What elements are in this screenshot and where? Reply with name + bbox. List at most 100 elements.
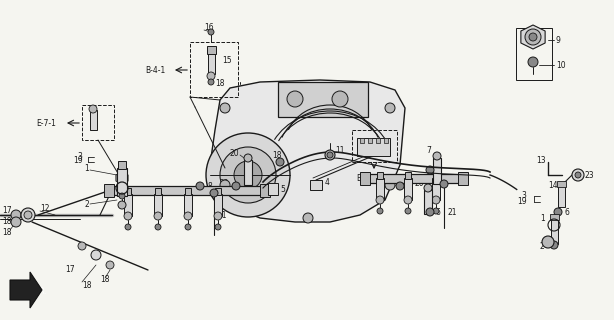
Bar — [433, 158, 441, 184]
Bar — [557, 181, 566, 187]
Bar — [432, 178, 440, 200]
Text: B-4-1: B-4-1 — [145, 66, 165, 75]
Circle shape — [525, 29, 541, 45]
Text: 18: 18 — [82, 281, 91, 290]
Text: 6: 6 — [565, 207, 570, 217]
Circle shape — [89, 105, 97, 113]
Circle shape — [215, 224, 221, 230]
Bar — [368, 174, 460, 183]
Bar — [104, 184, 114, 197]
Circle shape — [220, 180, 230, 190]
Bar — [424, 190, 432, 214]
Circle shape — [554, 208, 562, 216]
Circle shape — [550, 241, 558, 249]
Text: 3: 3 — [77, 151, 82, 161]
Text: 23: 23 — [585, 171, 594, 180]
Bar — [244, 160, 252, 185]
Circle shape — [21, 208, 35, 222]
Circle shape — [11, 210, 21, 220]
Text: 4: 4 — [325, 178, 330, 187]
Bar — [310, 180, 322, 190]
Bar — [155, 188, 161, 195]
Circle shape — [385, 180, 395, 190]
Bar — [82, 105, 114, 140]
Circle shape — [303, 213, 313, 223]
Circle shape — [572, 169, 584, 181]
Text: 7: 7 — [426, 146, 431, 155]
Circle shape — [210, 189, 218, 197]
Bar — [551, 218, 558, 244]
Bar — [118, 161, 126, 169]
Circle shape — [433, 152, 441, 160]
Text: 18: 18 — [2, 228, 12, 236]
Circle shape — [206, 133, 290, 217]
Bar — [360, 138, 364, 143]
Text: 8: 8 — [436, 165, 441, 174]
Bar — [125, 188, 131, 195]
Bar — [516, 28, 552, 80]
Text: 19: 19 — [73, 156, 83, 164]
Text: 17: 17 — [2, 205, 12, 214]
Circle shape — [125, 224, 131, 230]
Text: 20: 20 — [415, 179, 425, 188]
Bar — [215, 188, 221, 195]
Circle shape — [232, 182, 240, 190]
Bar — [260, 184, 270, 197]
Circle shape — [78, 242, 86, 250]
Bar — [124, 194, 132, 216]
Circle shape — [396, 182, 404, 190]
Circle shape — [119, 193, 125, 199]
Text: 21: 21 — [218, 211, 228, 220]
Text: 18: 18 — [100, 276, 109, 284]
Text: 10: 10 — [556, 60, 565, 69]
Bar — [376, 178, 384, 200]
Text: 11: 11 — [335, 146, 344, 155]
Circle shape — [106, 261, 114, 269]
Circle shape — [440, 180, 448, 188]
Bar — [405, 172, 411, 179]
Circle shape — [91, 250, 101, 260]
Circle shape — [424, 184, 432, 192]
Text: E-3-20: E-3-20 — [356, 173, 381, 182]
Circle shape — [118, 201, 126, 209]
Bar — [90, 110, 97, 130]
Text: 18: 18 — [2, 217, 12, 226]
Circle shape — [185, 224, 191, 230]
Text: 18: 18 — [215, 78, 225, 87]
Text: FR.: FR. — [35, 286, 47, 295]
Text: 9: 9 — [556, 36, 561, 44]
Polygon shape — [116, 172, 128, 184]
Circle shape — [529, 33, 537, 41]
Bar — [190, 42, 238, 97]
Circle shape — [426, 166, 434, 174]
Text: 15: 15 — [222, 55, 231, 65]
Text: E-7-1: E-7-1 — [36, 118, 56, 127]
Circle shape — [220, 147, 276, 203]
Text: 1: 1 — [84, 164, 89, 172]
Bar — [117, 168, 127, 196]
Text: 19: 19 — [517, 196, 527, 205]
Text: 6: 6 — [436, 207, 441, 217]
Bar — [207, 46, 216, 54]
Bar — [154, 194, 162, 216]
Circle shape — [327, 152, 333, 158]
Circle shape — [244, 154, 252, 162]
Bar — [384, 138, 388, 143]
Polygon shape — [521, 25, 545, 49]
Bar — [278, 82, 368, 117]
Polygon shape — [210, 80, 405, 222]
Circle shape — [528, 57, 538, 67]
Bar — [376, 138, 380, 143]
Circle shape — [575, 172, 581, 178]
Circle shape — [155, 224, 161, 230]
Circle shape — [385, 103, 395, 113]
Text: 1: 1 — [540, 213, 545, 222]
Circle shape — [432, 196, 440, 204]
Bar — [404, 178, 412, 200]
Circle shape — [377, 208, 383, 214]
Text: 17: 17 — [65, 265, 75, 274]
Text: 22: 22 — [388, 179, 397, 188]
Circle shape — [325, 150, 335, 160]
Bar — [184, 194, 192, 216]
Text: 18: 18 — [272, 150, 281, 159]
